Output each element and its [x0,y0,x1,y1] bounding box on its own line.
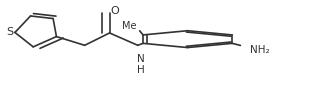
Text: N
H: N H [136,54,144,75]
Text: Me: Me [123,21,137,31]
Text: NH₂: NH₂ [250,44,270,54]
Text: O: O [110,6,119,16]
Text: S: S [6,27,14,37]
